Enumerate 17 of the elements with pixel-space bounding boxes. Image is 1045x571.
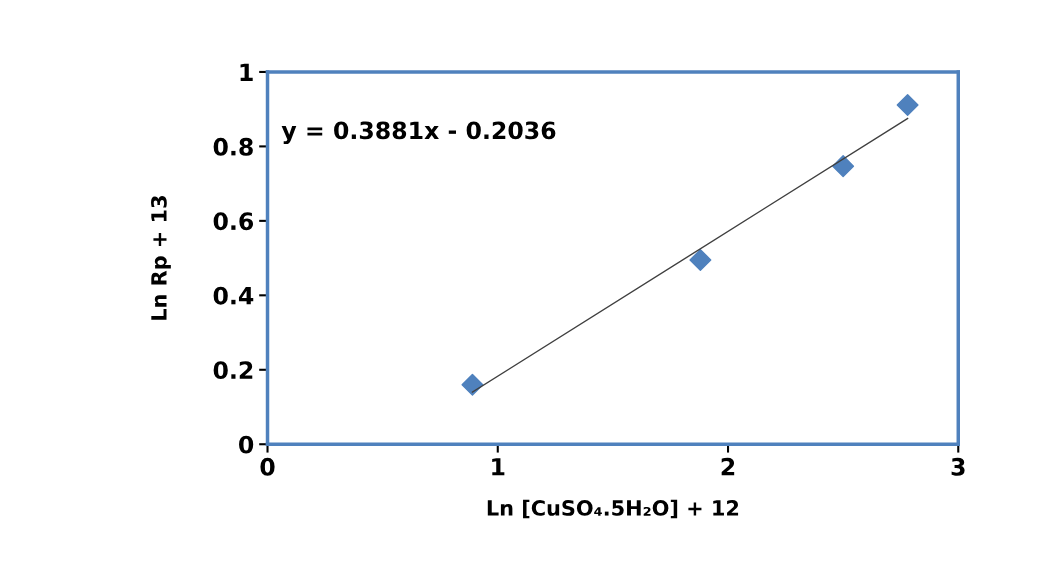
x-tick-label: 0 (260, 457, 275, 476)
y-tick-label: 0.8 (213, 137, 253, 156)
point (461, 373, 484, 396)
y-tick-label: 0 (239, 435, 254, 454)
y-tick-label: 0.4 (213, 286, 254, 305)
point (832, 155, 855, 178)
x-tick-label: 3 (951, 457, 965, 476)
x-tick-label: 1 (492, 458, 505, 476)
y-tick-label: 0.2 (213, 361, 253, 380)
x-tick-label: 2 (721, 457, 735, 476)
y-tick-label: 0.6 (213, 212, 254, 231)
annotation: y = 0.3881x - 0.2036 (281, 121, 556, 145)
point (896, 94, 919, 117)
y-tick-label: 1 (240, 63, 253, 81)
x-axis-title: Ln [CuSO₄.5H₂O] + 12 (487, 499, 739, 519)
y-axis-title: Ln Rp + 13 (151, 196, 171, 320)
point (689, 248, 712, 271)
